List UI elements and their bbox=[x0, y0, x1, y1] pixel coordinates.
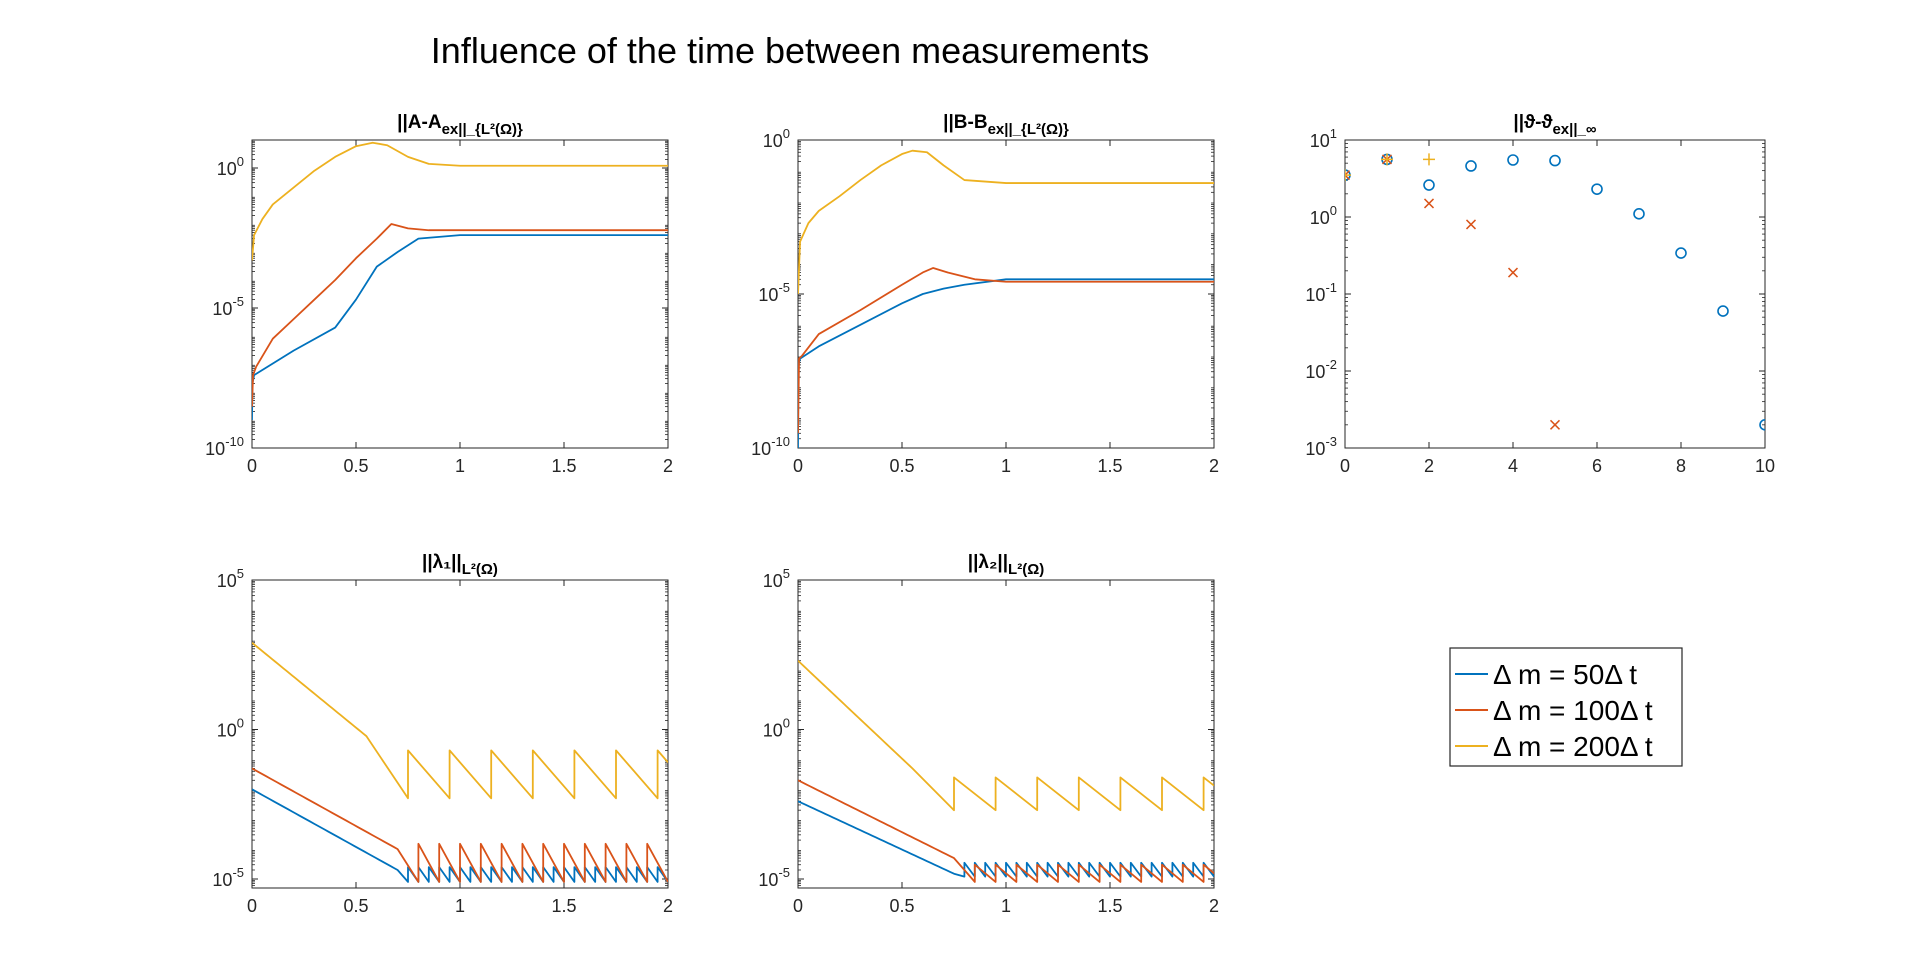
x-tick-label: 1.5 bbox=[1097, 456, 1122, 476]
x-tick-label: 1.5 bbox=[551, 896, 576, 916]
data-point-cross bbox=[1423, 198, 1435, 209]
data-point-circle bbox=[1759, 419, 1765, 431]
x-tick-label: 8 bbox=[1676, 456, 1686, 476]
data-point-cross bbox=[1549, 419, 1561, 430]
series-line-lambda1-3 bbox=[252, 642, 668, 800]
subplot-A: 0 0.5 1 1.5 2 10-10 10-5 100 ||A-Aex||_{L²(Ω)} bbox=[205, 112, 673, 476]
y-tick-label: 105 bbox=[217, 566, 244, 591]
x-tick-label: 0.5 bbox=[343, 456, 368, 476]
y-tick-label: 100 bbox=[217, 715, 244, 740]
data-point-cross bbox=[1345, 170, 1351, 181]
y-tick-label: 101 bbox=[1310, 126, 1337, 151]
y-tick-label: 10-5 bbox=[212, 294, 244, 319]
subplot-theta: 0 2 4 6 8 10 10-3 10-2 10-1 100 101 ||ϑ-ϑex||_∞ bbox=[1305, 112, 1775, 476]
data-point-cross bbox=[1507, 267, 1519, 278]
x-tick-label: 1 bbox=[455, 456, 465, 476]
series-line-A-2 bbox=[252, 223, 668, 407]
y-tick-label: 100 bbox=[763, 126, 790, 151]
y-tick-label: 10-1 bbox=[1305, 280, 1337, 305]
subplot-lambda1: 0 0.5 1 1.5 2 10-5 100 105 ||λ₁||L²(Ω) bbox=[212, 552, 673, 916]
data-point-cross bbox=[1465, 219, 1477, 230]
x-tick-label: 0.5 bbox=[889, 896, 914, 916]
y-tick-label: 100 bbox=[763, 715, 790, 740]
axes-box-lambda2 bbox=[797, 579, 1215, 889]
x-tick-label: 4 bbox=[1508, 456, 1518, 476]
y-tick-label: 105 bbox=[763, 566, 790, 591]
x-tick-label: 0.5 bbox=[889, 456, 914, 476]
data-point-circle bbox=[1675, 247, 1687, 259]
subplot-title-lambda2: ||λ₂||L²(Ω) bbox=[968, 552, 1044, 578]
x-tick-label: 0 bbox=[247, 456, 257, 476]
x-tick-label: 2 bbox=[1209, 456, 1219, 476]
data-point-plus bbox=[1423, 153, 1435, 166]
plot-area-lambda2 bbox=[798, 660, 1214, 883]
series-line-lambda2-2 bbox=[798, 779, 1214, 883]
x-tick-label: 0 bbox=[793, 456, 803, 476]
y-tick-label: 10-10 bbox=[751, 434, 790, 459]
figure-title: Influence of the time between measuremen… bbox=[431, 30, 1149, 71]
y-tick-label: 10-5 bbox=[758, 280, 790, 305]
y-tick-label: 100 bbox=[1310, 203, 1337, 228]
subplot-title-B: ||B-Bex||_{L²(Ω)} bbox=[943, 112, 1069, 138]
data-point-plus bbox=[1381, 153, 1393, 166]
legend: Δ m = 50Δ t Δ m = 100Δ t Δ m = 200Δ t bbox=[1449, 647, 1683, 767]
x-tick-label: 2 bbox=[1209, 896, 1219, 916]
axes-box-theta bbox=[1344, 139, 1766, 449]
x-tick-label: 0 bbox=[793, 896, 803, 916]
series-line-B-3 bbox=[798, 149, 1214, 295]
plot-area-theta bbox=[1345, 153, 1765, 431]
y-tick-label: 10-5 bbox=[212, 865, 244, 890]
data-point-circle bbox=[1717, 305, 1729, 317]
data-point-circle bbox=[1465, 160, 1477, 172]
x-tick-label: 2 bbox=[663, 896, 673, 916]
y-tick-label: 10-10 bbox=[205, 434, 244, 459]
series-line-lambda1-2 bbox=[252, 767, 668, 883]
y-tick-label: 10-2 bbox=[1305, 357, 1337, 382]
subplot-lambda2: 0 0.5 1 1.5 2 10-5 100 105 ||λ₂||L²(Ω) bbox=[758, 552, 1219, 916]
data-point-circle bbox=[1549, 154, 1561, 167]
x-tick-label: 1 bbox=[1001, 896, 1011, 916]
data-point-circle bbox=[1423, 179, 1435, 191]
plot-area-B bbox=[798, 149, 1214, 448]
y-tick-label: 100 bbox=[217, 154, 244, 179]
x-tick-label: 1 bbox=[455, 896, 465, 916]
data-point-circle bbox=[1507, 154, 1519, 166]
x-tick-label: 6 bbox=[1592, 456, 1602, 476]
axes-box-B bbox=[797, 139, 1215, 449]
subplot-title-lambda1: ||λ₁||L²(Ω) bbox=[422, 552, 498, 578]
subplot-title-A: ||A-Aex||_{L²(Ω)} bbox=[397, 112, 523, 138]
y-tick-label: 10-5 bbox=[758, 865, 790, 890]
plot-area-lambda1 bbox=[252, 642, 668, 883]
legend-label-series-3: Δ m = 200Δ t bbox=[1493, 731, 1653, 762]
legend-box bbox=[1449, 647, 1683, 767]
axes-box-A bbox=[251, 139, 669, 449]
axes-box-lambda1 bbox=[251, 579, 669, 889]
x-tick-label: 0 bbox=[247, 896, 257, 916]
y-tick-label: 10-3 bbox=[1305, 434, 1337, 459]
legend-label-series-2: Δ m = 100Δ t bbox=[1493, 695, 1653, 726]
x-tick-label: 1.5 bbox=[1097, 896, 1122, 916]
x-tick-label: 10 bbox=[1755, 456, 1775, 476]
series-line-A-3 bbox=[252, 141, 668, 261]
legend-label-series-1: Δ m = 50Δ t bbox=[1493, 659, 1637, 690]
data-point-circle bbox=[1633, 208, 1645, 220]
series-line-B-2 bbox=[798, 267, 1214, 434]
x-tick-label: 1 bbox=[1001, 456, 1011, 476]
x-tick-label: 0.5 bbox=[343, 896, 368, 916]
subplot-B: 0 0.5 1 1.5 2 10-10 10-5 100 ||B-Bex||_{L²(Ω)} bbox=[751, 112, 1219, 476]
x-tick-label: 2 bbox=[663, 456, 673, 476]
series-line-lambda2-3 bbox=[798, 660, 1214, 812]
plot-area-A bbox=[252, 141, 668, 421]
x-tick-label: 1.5 bbox=[551, 456, 576, 476]
data-point-plus bbox=[1345, 169, 1351, 182]
subplot-title-theta: ||ϑ-ϑex||_∞ bbox=[1513, 112, 1596, 138]
data-point-circle bbox=[1591, 183, 1603, 195]
x-tick-label: 0 bbox=[1340, 456, 1350, 476]
x-tick-label: 2 bbox=[1424, 456, 1434, 476]
